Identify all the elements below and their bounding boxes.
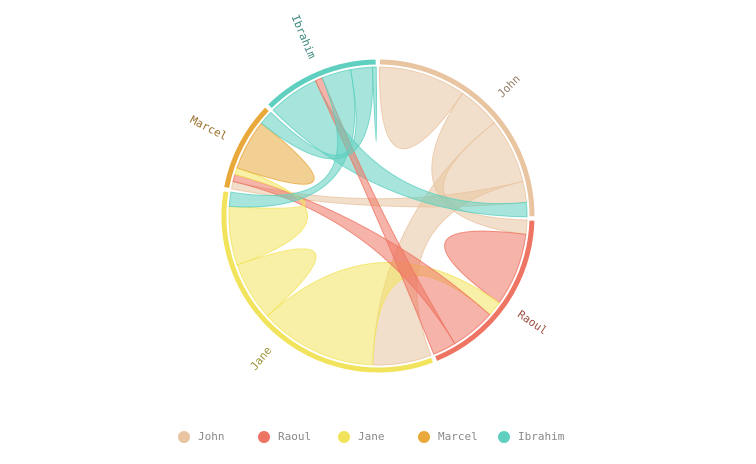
legend-swatch-ibrahim[interactable] bbox=[498, 431, 510, 443]
chart-legend: John Raoul Jane Marcel Ibrahim bbox=[178, 430, 565, 443]
legend-swatch-john[interactable] bbox=[178, 431, 190, 443]
legend-label-ibrahim[interactable]: Ibrahim bbox=[518, 430, 565, 443]
arc-raoul[interactable] bbox=[433, 219, 536, 363]
legend-swatch-jane[interactable] bbox=[338, 431, 350, 443]
ribbon-ibrahim-ibrahim[interactable] bbox=[372, 66, 378, 142]
arc-label-ibrahim: Ibrahim bbox=[289, 13, 319, 61]
ribbon-marcel-ibrahim[interactable] bbox=[260, 66, 374, 160]
legend-swatch-raoul[interactable] bbox=[258, 431, 270, 443]
arc-jane[interactable] bbox=[220, 190, 435, 374]
arc-label-marcel: Marcel bbox=[188, 113, 229, 143]
legend-swatch-marcel[interactable] bbox=[418, 431, 430, 443]
arc-marcel[interactable] bbox=[223, 106, 271, 190]
ribbon-marcel-marcel[interactable] bbox=[236, 122, 315, 185]
chord-ribbons bbox=[228, 66, 528, 366]
legend-label-jane[interactable]: Jane bbox=[358, 430, 385, 443]
legend-label-marcel[interactable]: Marcel bbox=[438, 430, 478, 443]
ribbon-jane-jane[interactable] bbox=[236, 248, 317, 317]
ribbon-jane-ibrahim[interactable] bbox=[228, 68, 356, 208]
ribbon-john-ibrahim[interactable] bbox=[272, 80, 528, 218]
legend-label-raoul[interactable]: Raoul bbox=[278, 430, 311, 443]
arc-john[interactable] bbox=[379, 58, 536, 218]
arc-label-jane: Jane bbox=[248, 344, 275, 373]
arc-label-john: John bbox=[495, 72, 523, 100]
arc-label-raoul: Raoul bbox=[515, 308, 550, 338]
legend-label-john[interactable]: John bbox=[198, 430, 225, 443]
ribbon-raoul-raoul[interactable] bbox=[444, 230, 527, 304]
group-arcs bbox=[220, 58, 536, 374]
ribbon-john-john[interactable] bbox=[378, 66, 464, 150]
arc-ibrahim[interactable] bbox=[266, 58, 377, 110]
